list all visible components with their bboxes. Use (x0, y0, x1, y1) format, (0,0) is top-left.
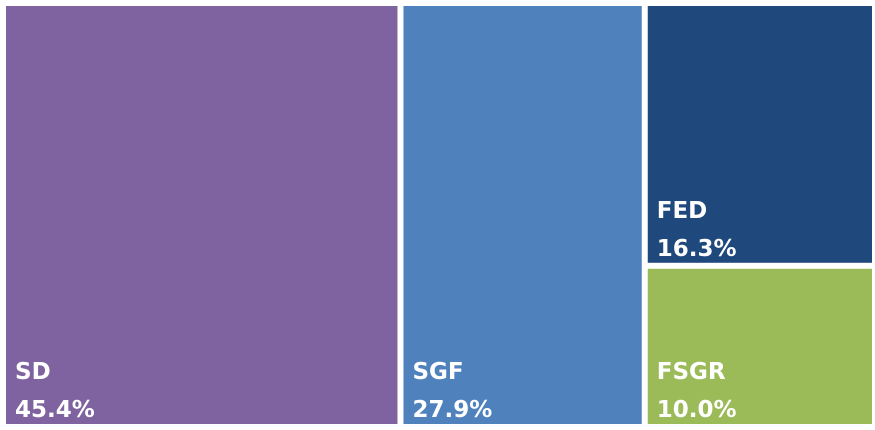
tile-label: FED (657, 198, 708, 224)
tile-label: FSGR (657, 359, 726, 385)
tile-value: 27.9% (412, 397, 492, 423)
tile (647, 268, 872, 424)
tile-value: 16.3% (657, 236, 737, 262)
tile-value: 10.0% (657, 397, 737, 423)
tile-label: SGF (412, 359, 463, 385)
tile-value: 45.4% (15, 397, 95, 423)
tile-label: SD (15, 359, 51, 385)
tile (403, 6, 642, 424)
tile (6, 6, 398, 424)
tile (647, 6, 872, 263)
